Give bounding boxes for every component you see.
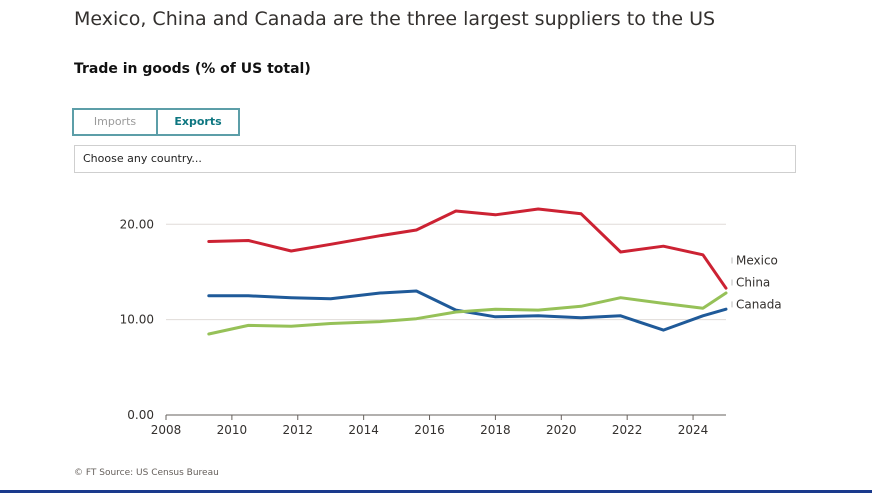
x-tick-label: 2008	[151, 423, 182, 437]
imports-exports-toggle: Imports Exports	[72, 108, 240, 136]
tab-imports[interactable]: Imports	[74, 110, 158, 134]
x-tick-label: 2010	[217, 423, 248, 437]
line-chart: 0.00 10.00 20.00 2008 2010 2012 2014 2016 2018 20…	[120, 207, 782, 437]
x-tick-label: 2016	[414, 423, 445, 437]
x-tick-label: 2024	[678, 423, 709, 437]
bottom-bar	[0, 490, 872, 493]
y-tick-label: 20.00	[120, 217, 154, 231]
y-tick-label: 0.00	[127, 408, 154, 422]
chart-subtitle: Trade in goods (% of US total)	[74, 61, 311, 77]
series-line-mexico	[207, 207, 728, 290]
x-tick-label: 2018	[480, 423, 511, 437]
x-tick-label: 2020	[546, 423, 577, 437]
x-tick-label: 2012	[282, 423, 313, 437]
tab-exports[interactable]: Exports	[174, 115, 222, 128]
series-label-canada: Canada	[736, 297, 782, 311]
series-line-china	[207, 289, 728, 332]
series-label-mexico: Mexico	[736, 254, 778, 268]
y-tick-label: 10.00	[120, 313, 154, 327]
x-tick-label: 2022	[612, 423, 643, 437]
country-search-input[interactable]: Choose any country...	[74, 145, 796, 173]
chart-title: Mexico, China and Canada are the three l…	[74, 8, 716, 30]
series-label-china: China	[736, 275, 770, 289]
x-tick-label: 2014	[348, 423, 379, 437]
series-line-canada	[207, 291, 728, 336]
source-note: © FT Source: US Census Bureau	[74, 468, 219, 478]
